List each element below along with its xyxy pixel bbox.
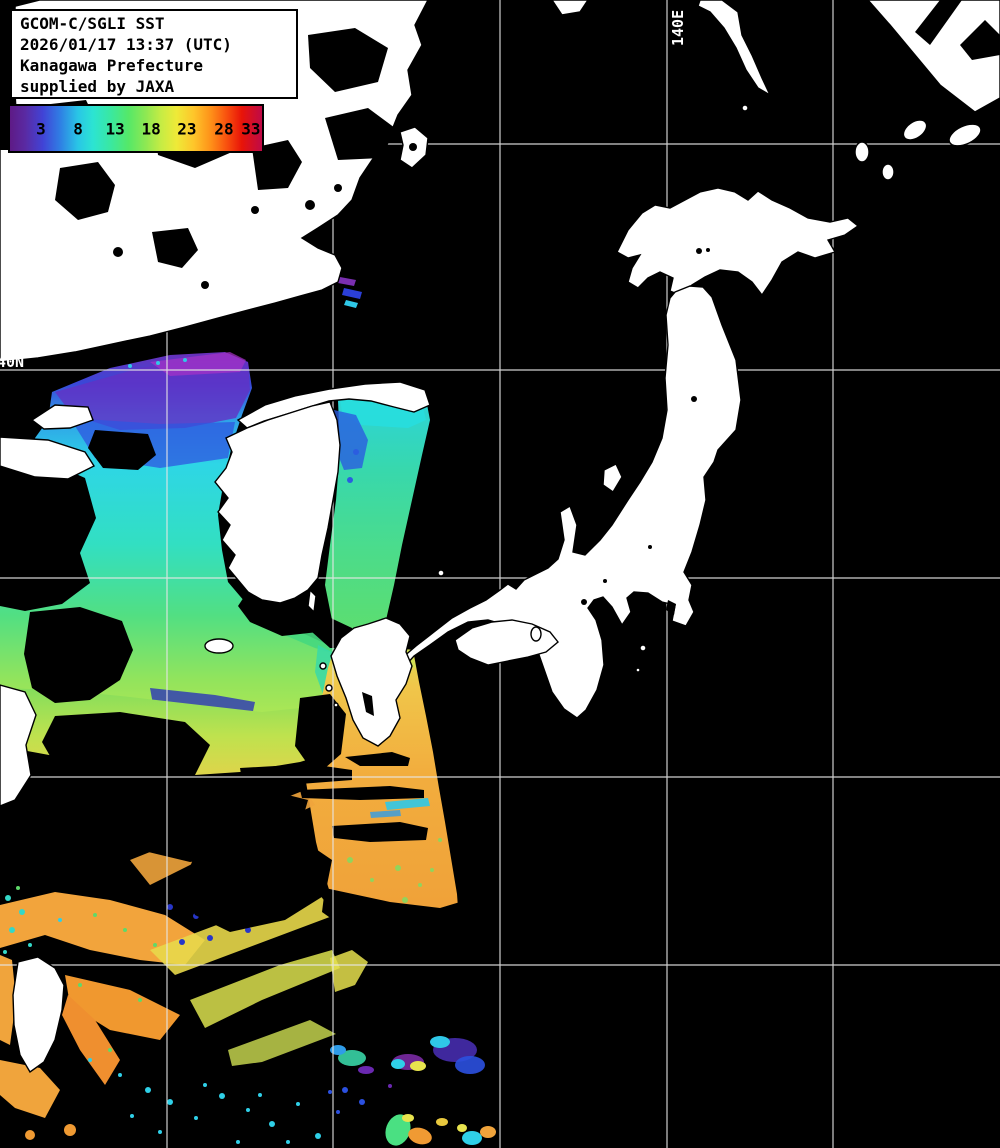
land-specks [223,182,312,254]
land-islet [325,684,333,692]
colorbar-tick: 8 [73,119,83,138]
colorbar-tick: 3 [36,119,46,138]
cloud-mask-layer [0,430,460,935]
colorbar-tick: 18 [141,119,161,138]
land-jeju [204,638,234,654]
land-liaodong [30,404,94,430]
info-panel: GCOM-C/SGLI SST 2026/01/17 13:37 (UTC) K… [10,9,298,99]
land-islet [741,104,749,112]
land-kuril-islet [881,163,895,181]
product-title: GCOM-C/SGLI SST [20,14,165,33]
datetime-line: 2026/01/17 13:37 (UTC) [20,35,232,54]
land-kyushu [330,617,413,747]
colorbar-tick: 28 [214,119,234,138]
lat-label-40n: 40N [0,353,24,371]
land-izu-island [639,644,647,652]
land-sado [602,463,623,494]
land-izu-island [635,667,641,673]
land-hokkaido [616,187,860,297]
land-kuril-islet [902,119,928,141]
land-oki [437,569,445,577]
land-taiwan [12,956,65,1074]
land-korea [214,401,341,604]
land-kuril-corner [867,0,1000,113]
credit-line: supplied by JAXA [20,77,175,96]
land-china-coast [0,684,37,807]
land-kuril-islet [948,123,982,147]
land-islet [333,702,339,708]
region-line: Kanagawa Prefecture [20,56,204,75]
land-shandong [0,436,96,480]
vladivostok-cold-streaks [338,277,362,308]
land-islet [319,662,327,670]
colorbar-tick: 13 [105,119,125,138]
colorbar-tick: 33 [241,119,261,138]
land-kuril-islet [854,141,870,163]
south-speckle-field [130,1036,496,1146]
temperature-colorbar: 3 8 13 18 23 28 33 [8,104,264,153]
land-sakhalin [697,0,772,97]
land-coast-bump [551,0,589,16]
land-tsushima [307,588,317,614]
colorbar-tick: 23 [177,119,197,138]
land-awaji [530,626,542,642]
lon-label-140e: 140E [669,10,687,46]
